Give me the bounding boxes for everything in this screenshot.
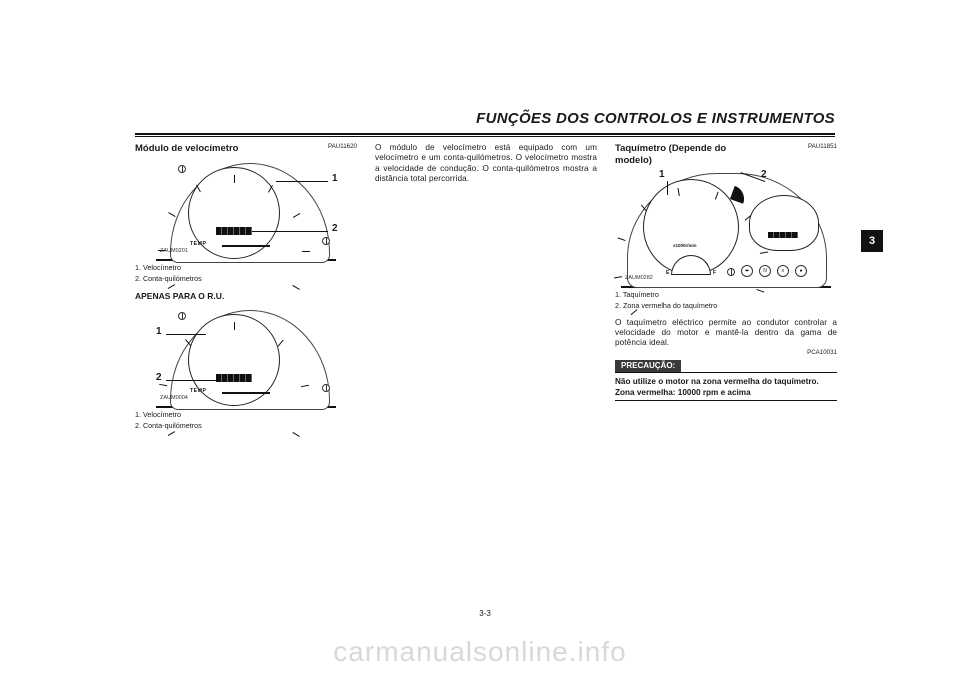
leader-1: 1 xyxy=(659,169,665,182)
section-code: PAU11620 xyxy=(328,143,357,151)
header-rule xyxy=(135,133,835,137)
body-paragraph: O módulo de velocímetro está equipado co… xyxy=(375,143,597,184)
caution-line-2: Zona vermelha: 10000 rpm e acima xyxy=(615,388,837,401)
rpm-label: x1000r/min xyxy=(673,243,697,249)
fuel-e: E xyxy=(666,270,669,276)
neutral-icon: N xyxy=(759,265,771,277)
column-layout: Módulo de velocímetro PAU11620 xyxy=(135,143,835,430)
leader-2: 2 xyxy=(332,223,338,236)
body-paragraph: O taquímetro eléctrico permite ao condut… xyxy=(615,318,837,349)
caption-1b: 2. Conta-quilómetros xyxy=(135,274,357,283)
section-code: PCA10031 xyxy=(615,349,837,357)
oil-icon: ● xyxy=(795,265,807,277)
column-middle: O módulo de velocímetro está equipado co… xyxy=(375,143,597,430)
temp-label: TEMP xyxy=(190,388,206,395)
section-title-speedo: Módulo de velocímetro xyxy=(135,143,238,155)
leader-1: 1 xyxy=(156,326,162,339)
caption-2b: 2. Conta-quilómetros xyxy=(135,421,357,430)
caution-line-1: Não utilize o motor na zona vermelha do … xyxy=(615,377,837,387)
caption-a: 1. Taquímetro xyxy=(615,290,837,299)
indicator-lights: ⬌ N ≡ ● xyxy=(741,265,807,277)
caution-label: PRECAUÇÃO: xyxy=(615,360,681,372)
manual-page: FUNÇÕES DOS CONTROLOS E INSTRUMENTOS 3 M… xyxy=(135,110,835,590)
subhead-uk: APENAS PARA O R.U. xyxy=(135,291,357,302)
chapter-tab: 3 xyxy=(861,230,883,252)
page-number: 3-3 xyxy=(479,609,491,618)
watermark: carmanualsonline.info xyxy=(0,636,960,668)
figure-code: ZAUM0282 xyxy=(625,275,653,282)
fuel-f: F xyxy=(713,270,716,276)
figure-code: ZAUM0201 xyxy=(160,248,188,255)
caption-b: 2. Zona vermelha do taquímetro xyxy=(615,301,837,310)
figure-speedometer-mph: TEMP 1 2 ZAUM0004 xyxy=(156,308,336,408)
highbeam-icon: ≡ xyxy=(777,265,789,277)
section-title-tacho-l2: modelo) xyxy=(615,155,837,167)
section-title-tacho-l1: Taquímetro (Depende do xyxy=(615,143,726,155)
figure-speedometer-kmh: TEMP 1 2 ZAUM0201 xyxy=(156,161,336,261)
page-header: FUNÇÕES DOS CONTROLOS E INSTRUMENTOS xyxy=(135,110,835,127)
column-right: Taquímetro (Depende do PAU11851 modelo) xyxy=(615,143,837,430)
caption-1a: 1. Velocímetro xyxy=(135,263,357,272)
temp-label: TEMP xyxy=(190,241,206,248)
section-code: PAU11851 xyxy=(808,143,837,151)
column-left: Módulo de velocímetro PAU11620 xyxy=(135,143,357,430)
figure-code: ZAUM0004 xyxy=(160,395,188,402)
leader-1: 1 xyxy=(332,173,338,186)
leader-2: 2 xyxy=(156,372,162,385)
caption-2a: 1. Velocímetro xyxy=(135,410,357,419)
figure-tachometer: x1000r/min E F ⬌ N ≡ ● 1 2 xyxy=(621,173,831,288)
turn-signal-icon: ⬌ xyxy=(741,265,753,277)
